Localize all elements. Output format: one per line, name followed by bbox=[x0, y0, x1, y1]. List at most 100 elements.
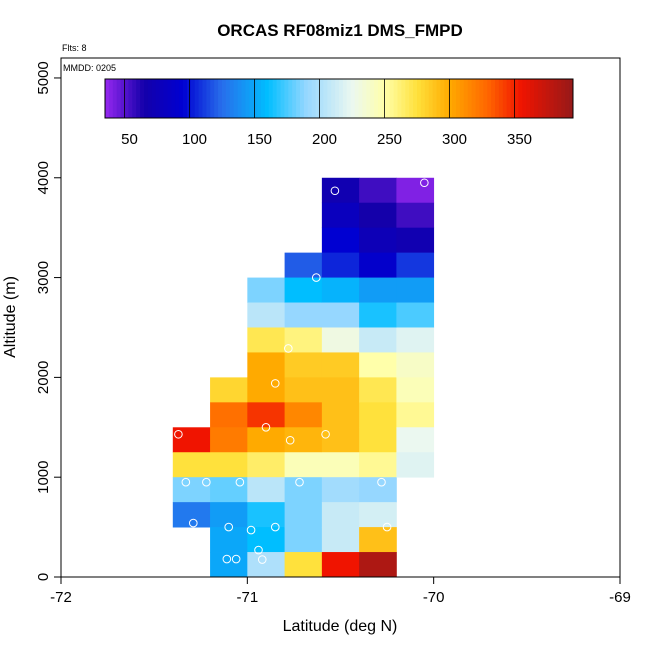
sample-point bbox=[257, 555, 267, 564]
chart-title: ORCAS RF08miz1 DMS_FMPD bbox=[217, 21, 463, 40]
y-tick-label: 0 bbox=[35, 573, 52, 581]
heatmap-cell bbox=[359, 502, 397, 528]
colorbar-segment bbox=[284, 79, 289, 118]
colorbar-segment bbox=[257, 79, 262, 118]
colorbar-segment bbox=[276, 79, 281, 118]
heatmap-cell bbox=[284, 352, 323, 378]
colorbar-segment bbox=[393, 79, 398, 118]
heatmap-cell bbox=[321, 377, 360, 403]
colorbar-segment bbox=[420, 79, 426, 118]
heatmap-cell bbox=[359, 302, 397, 328]
colorbar-segment bbox=[198, 79, 203, 118]
heatmap-cell bbox=[359, 427, 397, 453]
colorbar-segment bbox=[311, 79, 317, 118]
flights-note: Flts: 8 bbox=[62, 43, 87, 53]
heatmap-cell bbox=[396, 252, 435, 278]
heatmap-cell bbox=[359, 252, 397, 278]
y-tick-label: 1000 bbox=[35, 461, 52, 494]
colorbar-tick-label: 250 bbox=[377, 131, 402, 148]
colorbar-segment bbox=[502, 79, 508, 118]
sample-point bbox=[284, 344, 293, 353]
heatmap-cell bbox=[321, 252, 360, 278]
heatmap-cell bbox=[396, 402, 435, 428]
colorbar-segment bbox=[261, 79, 266, 118]
x-axis-label: Latitude (deg N) bbox=[283, 618, 398, 635]
colorbar-segment bbox=[331, 79, 336, 118]
heatmap-cell bbox=[210, 552, 248, 578]
colorbar-segment bbox=[303, 79, 309, 118]
heatmap-cell bbox=[284, 302, 323, 328]
date-note: MMDD: 0205 bbox=[63, 63, 116, 73]
y-tick-label: 5000 bbox=[35, 61, 52, 94]
sample-point bbox=[246, 525, 256, 535]
colorbar-segment bbox=[319, 79, 324, 118]
sample-point bbox=[174, 429, 183, 439]
colorbar-segment bbox=[159, 79, 164, 118]
colorbar-segment bbox=[553, 79, 558, 118]
colorbar-segment bbox=[530, 79, 535, 118]
colorbar-segment bbox=[280, 79, 285, 118]
sample-point bbox=[421, 555, 431, 564]
heatmap-cell bbox=[210, 477, 248, 503]
heatmap-cell bbox=[247, 377, 285, 403]
colorbar-segment bbox=[315, 79, 320, 118]
sample-points bbox=[174, 178, 466, 564]
colorbar-segment bbox=[440, 79, 445, 118]
colorbar-segment bbox=[471, 79, 476, 118]
x-axis: -72 -71 -70 -69 bbox=[50, 577, 631, 606]
heatmap-cell bbox=[321, 527, 360, 553]
colorbar-segment bbox=[510, 79, 515, 118]
heatmap-cell bbox=[210, 427, 248, 453]
heatmap-cell bbox=[284, 552, 323, 578]
heatmap-cell bbox=[359, 202, 397, 229]
y-tick-label: 3000 bbox=[35, 261, 52, 294]
x-tick-label: -71 bbox=[236, 589, 258, 606]
colorbar-segment bbox=[362, 79, 367, 118]
heatmap-cell bbox=[284, 502, 323, 528]
colorbar-segment bbox=[385, 79, 391, 118]
colorbar-segment bbox=[456, 79, 461, 118]
colorbar-segment bbox=[565, 79, 570, 118]
colorbar-segment bbox=[112, 79, 118, 118]
heatmap-cell bbox=[247, 327, 285, 353]
sample-point bbox=[270, 522, 280, 532]
x-tick-label: -72 bbox=[50, 589, 72, 606]
sample-point bbox=[382, 522, 392, 532]
colorbar: 50 100 150 200 250 300 350 bbox=[104, 78, 574, 148]
heatmap-cell bbox=[247, 452, 285, 478]
heatmap-cell bbox=[359, 277, 397, 303]
colorbar-segment bbox=[342, 79, 348, 118]
colorbar-segment bbox=[339, 79, 344, 118]
colorbar-segment bbox=[300, 79, 305, 118]
colorbar-segment bbox=[409, 79, 414, 118]
heatmap-cell bbox=[359, 227, 397, 254]
y-axis-label: Altitude (m) bbox=[2, 276, 19, 358]
colorbar-segment bbox=[498, 79, 504, 118]
heatmap-cell bbox=[284, 427, 323, 453]
colorbar-segment bbox=[401, 79, 406, 118]
colorbar-segment bbox=[202, 79, 207, 118]
heatmap-cell bbox=[172, 502, 211, 528]
sample-point bbox=[181, 477, 191, 487]
heatmap-cell bbox=[321, 452, 360, 478]
colorbar-segment bbox=[210, 79, 215, 118]
colorbar-segment bbox=[323, 79, 328, 118]
colorbar-segment bbox=[335, 79, 340, 118]
colorbar-segment bbox=[389, 79, 395, 118]
heatmap-cell bbox=[396, 227, 435, 254]
heatmap-cell bbox=[359, 552, 397, 578]
heatmap-cell bbox=[359, 527, 397, 553]
colorbar-segment bbox=[346, 79, 352, 118]
y-tick-label: 4000 bbox=[35, 161, 52, 194]
colorbar-segment bbox=[487, 79, 492, 118]
colorbar-segment bbox=[140, 79, 145, 118]
colorbar-segment bbox=[116, 79, 122, 118]
heatmap-cells bbox=[172, 177, 435, 578]
colorbar-segment bbox=[479, 79, 484, 118]
colorbar-segment bbox=[175, 79, 180, 118]
colorbar-segment bbox=[495, 79, 500, 118]
heatmap-cell bbox=[247, 302, 285, 328]
colorbar-segment bbox=[463, 79, 469, 118]
colorbar-segment bbox=[245, 79, 250, 118]
